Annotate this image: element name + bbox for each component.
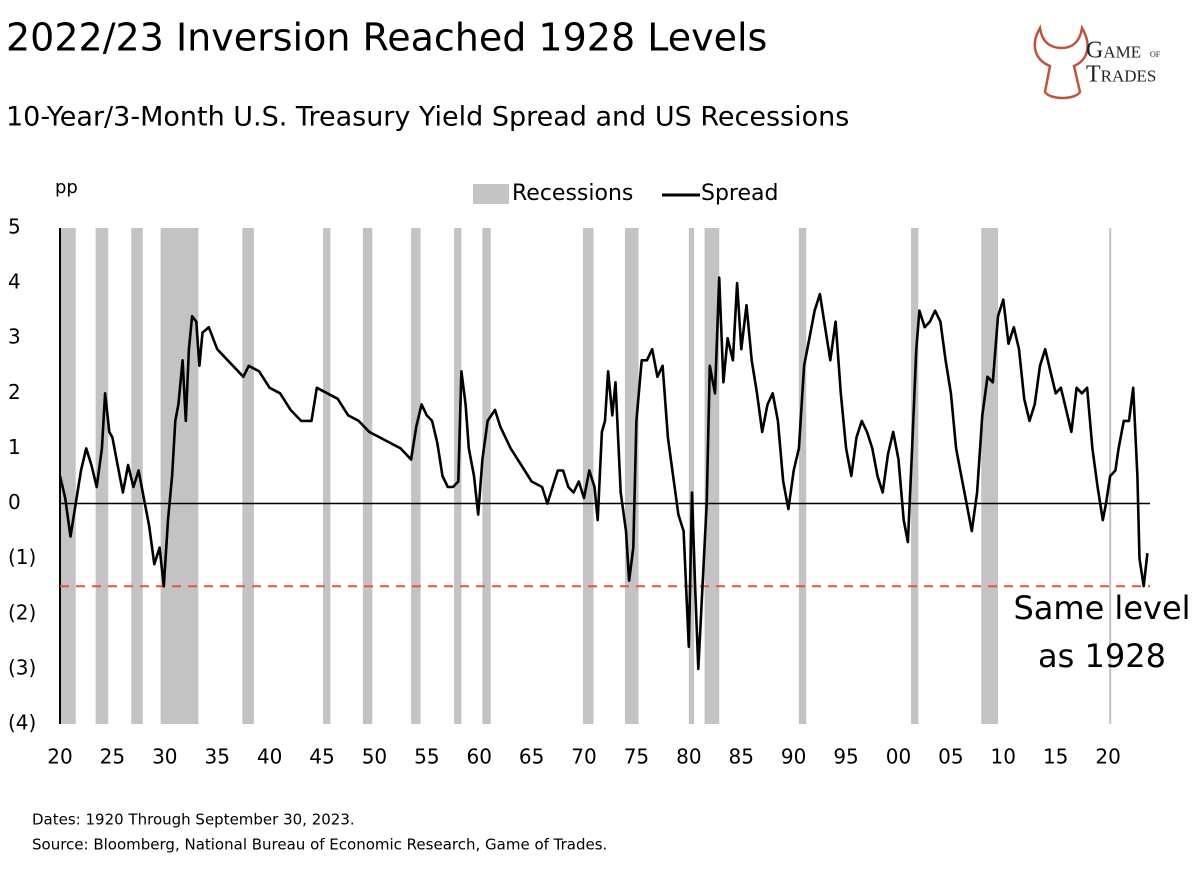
x-tick-label: 25: [100, 745, 125, 769]
y-tick-label: (3): [8, 655, 36, 679]
annotation: as 1928: [1038, 637, 1166, 675]
x-tick-label: 70: [571, 745, 596, 769]
recession-band: [95, 228, 109, 724]
recession-band: [362, 228, 373, 724]
y-axis-label: pp: [55, 177, 78, 198]
x-tick-label: 55: [414, 745, 439, 769]
x-tick-label: 20: [47, 745, 72, 769]
legend-label: Spread: [701, 181, 778, 206]
recession-band: [411, 228, 421, 724]
y-tick-label: (4): [8, 711, 36, 735]
logo-text: Game: [1086, 38, 1141, 64]
y-tick-label: (2): [8, 600, 36, 624]
x-tick-label: 20: [1095, 745, 1120, 769]
x-tick-label: 35: [204, 745, 229, 769]
logo-icon: [1033, 24, 1089, 100]
y-tick-label: 1: [8, 435, 21, 459]
x-tick-label: 40: [257, 745, 282, 769]
x-tick-label: 90: [781, 745, 806, 769]
footnote: Dates: 1920 Through September 30, 2023.: [32, 811, 355, 829]
recession-band: [323, 228, 331, 724]
annotation: Same level: [1013, 589, 1190, 627]
spread-line: [58, 276, 1149, 671]
x-tick-label: 50: [362, 745, 387, 769]
recession-band: [688, 228, 695, 724]
recession-band: [242, 228, 254, 724]
y-tick-label: 2: [8, 380, 21, 404]
logo: Game of Trades: [1033, 24, 1161, 100]
x-tick-label: 80: [676, 745, 701, 769]
x-tick-label: 45: [309, 745, 334, 769]
legend-label: Recessions: [512, 181, 633, 206]
x-tick-label: 00: [886, 745, 911, 769]
y-tick-label: 5: [8, 215, 21, 239]
y-tick-label: 3: [8, 325, 21, 349]
x-tick-label: 95: [833, 745, 858, 769]
recession-band: [482, 228, 491, 724]
x-tick-label: 75: [624, 745, 649, 769]
y-tick-label: (1): [8, 545, 36, 569]
legend-swatch: [473, 184, 509, 204]
x-tick-label: 05: [938, 745, 963, 769]
recession-band: [981, 228, 999, 724]
x-tick-label: 10: [991, 745, 1016, 769]
x-tick-label: 15: [1043, 745, 1068, 769]
recession-band: [160, 228, 199, 724]
x-tick-label: 85: [729, 745, 754, 769]
footnote: Source: Bloomberg, National Bureau of Ec…: [32, 836, 607, 854]
x-tick-label: 60: [467, 745, 492, 769]
chart-subtitle: 10-Year/3-Month U.S. Treasury Yield Spre…: [6, 102, 849, 133]
logo-text: Trades: [1086, 62, 1156, 88]
recession-band: [624, 228, 639, 724]
x-tick-label: 65: [519, 745, 544, 769]
recession-band: [60, 228, 76, 724]
y-tick-label: 4: [8, 270, 21, 294]
y-tick-label: 0: [8, 490, 21, 514]
logo-text: of: [1150, 46, 1161, 60]
recession-band: [911, 228, 919, 724]
chart-title: 2022/23 Inversion Reached 1928 Levels: [6, 16, 767, 60]
recession-band: [798, 228, 807, 724]
x-tick-label: 30: [152, 745, 177, 769]
